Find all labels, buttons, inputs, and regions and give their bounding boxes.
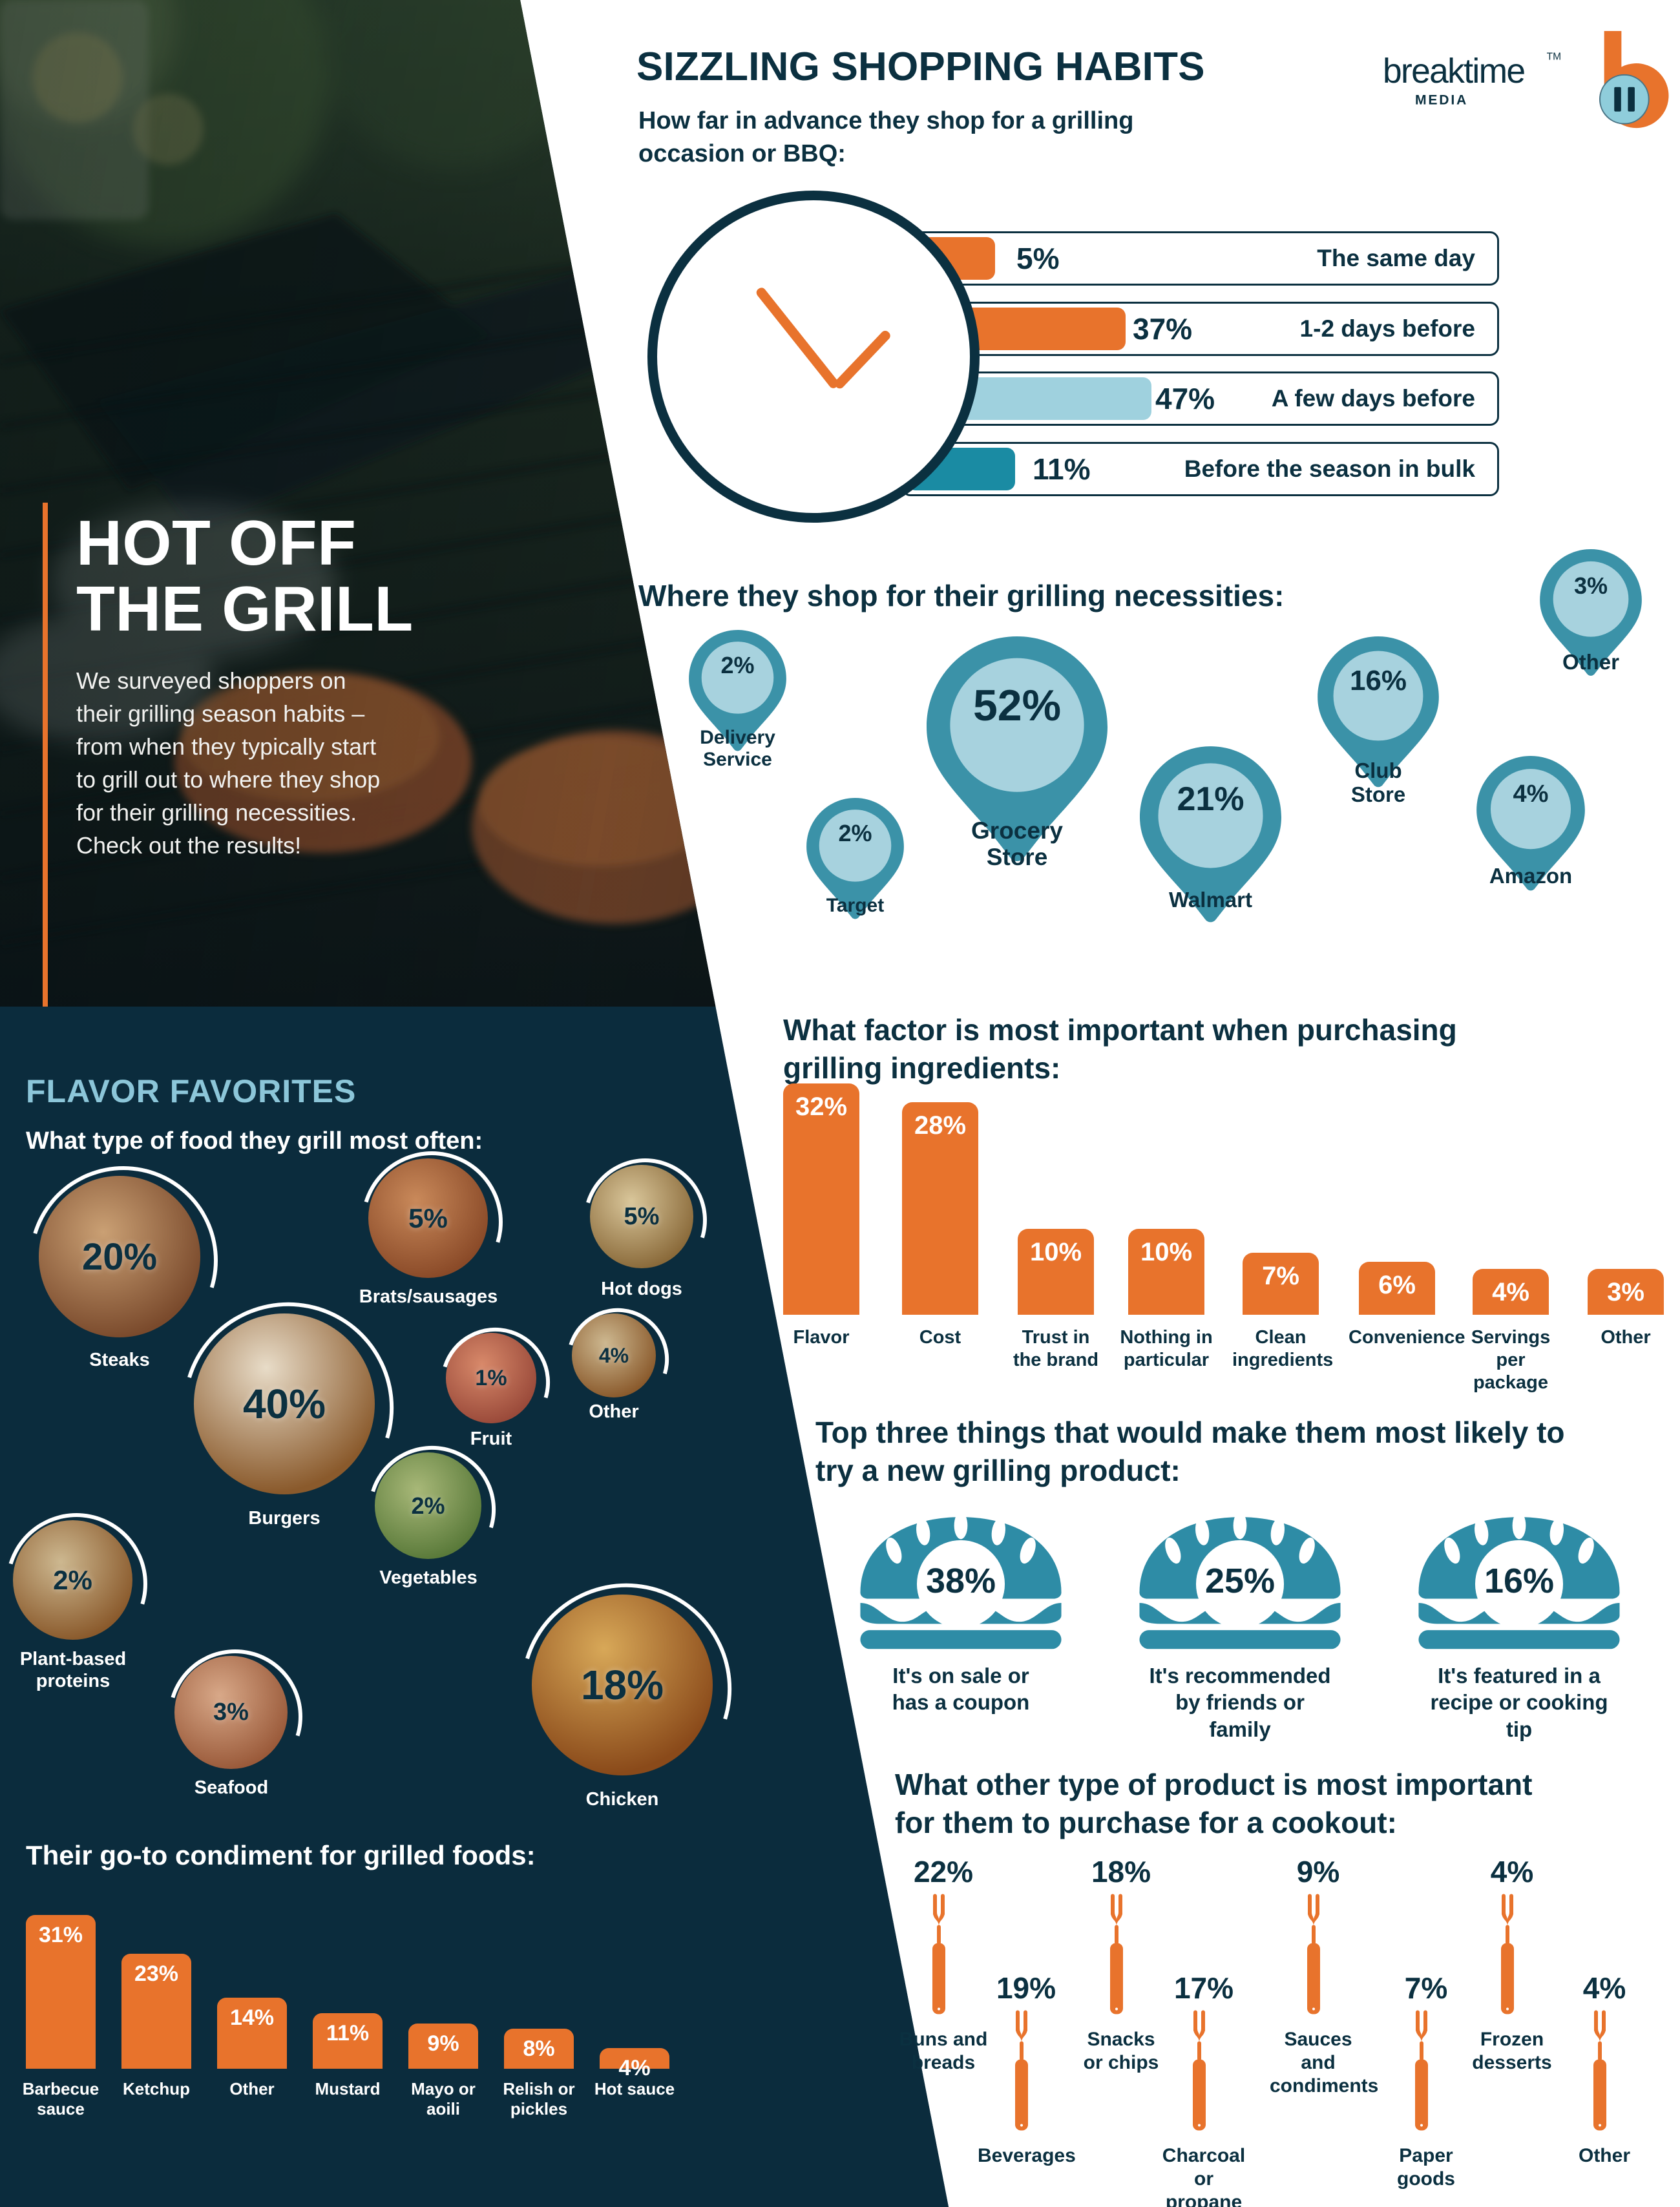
svg-text:TM: TM xyxy=(1547,52,1561,63)
svg-text:breaktime: breaktime xyxy=(1383,52,1524,90)
svg-text:MEDIA: MEDIA xyxy=(1415,92,1468,107)
